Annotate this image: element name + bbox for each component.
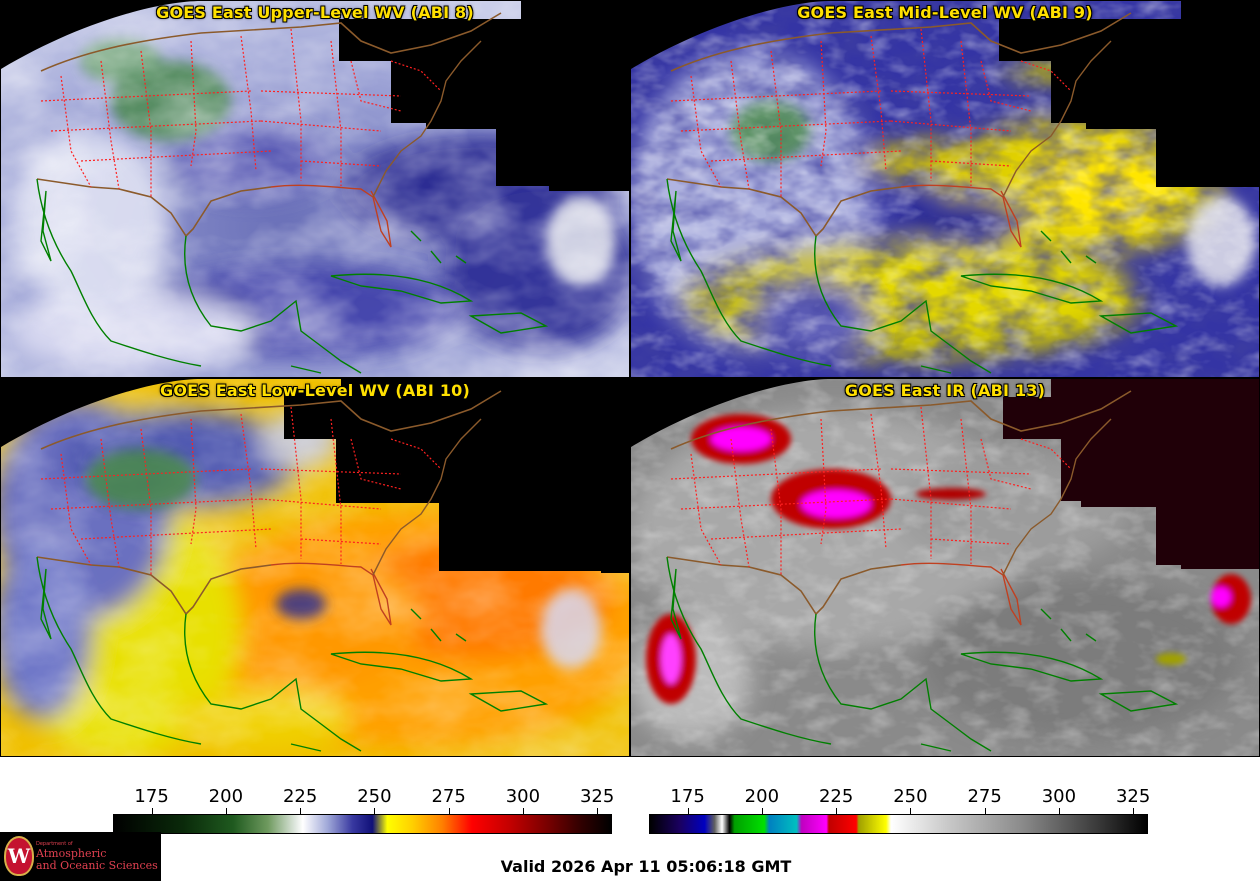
mid-level-wv-panel: GOES East Mid-Level WV (ABI 9) [630, 0, 1260, 378]
left-colorbar-tick-label: 250 [357, 786, 392, 807]
ir-panel: GOES East IR (ABI 13) [630, 378, 1260, 757]
wv-colorbar: 175 200 225 250 275 300 325 [113, 786, 615, 836]
ir-map [631, 379, 1259, 756]
wv-colorbar-gradient [113, 814, 612, 834]
valid-time: Valid 2026 Apr 11 05:06:18 GMT [500, 857, 792, 876]
right-colorbar-tick-label: 250 [893, 786, 928, 807]
left-colorbar-tick-label: 225 [282, 786, 318, 807]
upper-level-wv-panel: GOES East Upper-Level WV (ABI 8) [0, 0, 630, 378]
wv-colorbar-ticks: 175 200 225 250 275 300 325 [113, 786, 615, 814]
left-colorbar-tick-label: 300 [505, 786, 541, 807]
ir-colorbar-ticks: 175 200 225 250 275 300 325 [649, 786, 1151, 814]
right-colorbar-tick-mark [761, 808, 763, 814]
low-level-wv-panel: GOES East Low-Level WV (ABI 10) [0, 378, 630, 757]
left-colorbar-tick-label: 175 [134, 786, 169, 807]
left-colorbar-tick-label: 275 [431, 786, 466, 807]
right-colorbar-tick-label: 275 [967, 786, 1002, 807]
right-colorbar-tick-mark [1058, 808, 1060, 814]
right-colorbar-tick-mark [910, 808, 912, 814]
ir-colorbar: 175 200 225 250 275 300 325 [649, 786, 1151, 836]
low-level-wv-title: GOES East Low-Level WV (ABI 10) [159, 381, 470, 400]
upper-level-wv-title: GOES East Upper-Level WV (ABI 8) [156, 3, 474, 22]
uw-seal-icon: W [4, 836, 34, 876]
left-colorbar-tick-mark [151, 808, 153, 814]
right-colorbar-tick-label: 225 [818, 786, 854, 807]
left-colorbar-tick-mark [374, 808, 376, 814]
left-colorbar-tick-mark [597, 808, 599, 814]
right-colorbar-tick-label: 325 [1115, 786, 1151, 807]
left-colorbar-tick-mark [522, 808, 524, 814]
ir-colorbar-gradient [649, 814, 1148, 834]
right-colorbar-tick-mark [1133, 808, 1135, 814]
aos-logo: W Department of Atmospheric and Oceanic … [0, 832, 161, 881]
mid-level-wv-title: GOES East Mid-Level WV (ABI 9) [797, 3, 1093, 22]
left-colorbar-tick-label: 325 [579, 786, 615, 807]
logo-line1: Atmospheric [36, 847, 107, 860]
right-colorbar-tick-label: 300 [1041, 786, 1077, 807]
left-colorbar-tick-mark [448, 808, 450, 814]
left-colorbar-tick-label: 200 [208, 786, 244, 807]
right-colorbar-tick-label: 200 [744, 786, 780, 807]
right-colorbar-tick-mark [687, 808, 689, 814]
logo-dept-text: Department of [36, 841, 73, 847]
low-level-wv-map [1, 379, 629, 756]
ir-title: GOES East IR (ABI 13) [844, 381, 1046, 400]
right-colorbar-tick-mark [836, 808, 838, 814]
left-colorbar-tick-mark [300, 808, 302, 814]
mid-level-wv-map [631, 1, 1259, 377]
right-colorbar-tick-mark [984, 808, 986, 814]
right-colorbar-tick-label: 175 [670, 786, 705, 807]
left-colorbar-tick-mark [225, 808, 227, 814]
logo-line2: and Oceanic Sciences [36, 859, 158, 872]
upper-level-wv-map [1, 1, 629, 377]
